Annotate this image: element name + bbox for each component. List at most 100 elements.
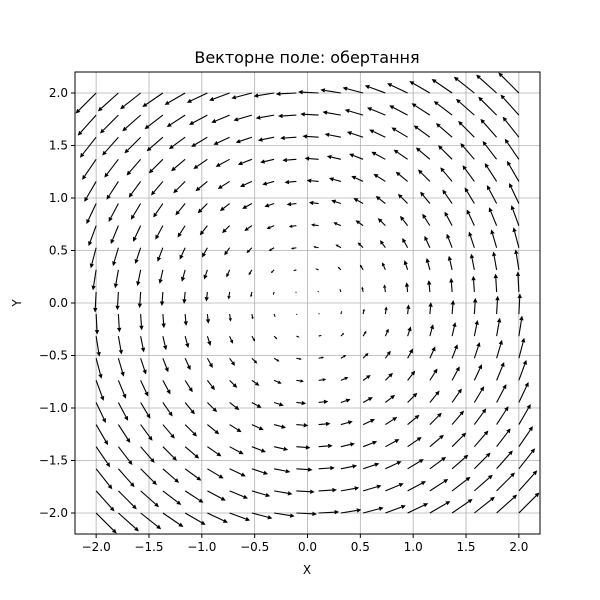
y-tick-label: −1.0 xyxy=(39,401,68,415)
x-tick-label: 0.5 xyxy=(351,540,370,554)
vector-arrow xyxy=(342,86,364,94)
vector-arrow xyxy=(420,191,431,204)
vector-arrow xyxy=(318,465,335,471)
vector-arrow xyxy=(229,512,251,522)
vector-arrow xyxy=(317,290,320,293)
vector-arrow xyxy=(498,72,520,94)
vector-arrow xyxy=(162,446,177,461)
vector-arrow xyxy=(140,380,149,397)
vector-arrow xyxy=(290,247,297,250)
vector-arrow xyxy=(296,379,304,383)
vector-arrow xyxy=(424,235,431,248)
vector-arrow xyxy=(126,158,142,176)
x-tick-label: 2.0 xyxy=(509,540,528,554)
vector-arrow xyxy=(162,402,173,417)
vector-arrow xyxy=(451,322,457,337)
vector-arrow xyxy=(344,108,364,116)
vector-arrow xyxy=(438,145,453,160)
vector-arrow xyxy=(462,165,475,182)
vector-arrow xyxy=(364,84,386,94)
vector-arrow xyxy=(385,504,406,514)
vector-arrow xyxy=(94,314,100,335)
vector-arrow xyxy=(404,282,410,293)
vector-arrow xyxy=(451,498,473,514)
vector-arrow xyxy=(496,317,502,337)
vector-arrow xyxy=(362,397,373,403)
vector-arrow xyxy=(318,443,333,449)
vector-arrow xyxy=(251,424,264,431)
vector-arrow xyxy=(108,203,119,222)
vector-arrow xyxy=(251,313,254,320)
vector-arrow xyxy=(385,439,400,448)
vector-arrow xyxy=(369,129,386,138)
vector-arrow xyxy=(184,402,195,415)
vector-arrow xyxy=(495,295,500,315)
vector-arrow xyxy=(340,420,353,426)
vector-arrow xyxy=(384,306,388,315)
vector-arrow xyxy=(518,315,524,337)
vector-arrow xyxy=(415,147,431,160)
vector-arrow xyxy=(257,136,275,142)
vector-arrow xyxy=(184,446,200,459)
vector-arrow xyxy=(473,319,479,337)
y-tick-label: −2.0 xyxy=(39,506,68,520)
vector-arrow xyxy=(229,402,240,411)
vector-arrow xyxy=(184,512,206,525)
vector-arrow xyxy=(451,454,469,470)
vector-arrow xyxy=(331,199,342,205)
vector-arrow xyxy=(362,462,380,470)
vector-arrow xyxy=(407,348,414,359)
vector-arrow xyxy=(340,310,343,315)
vector-arrow xyxy=(417,169,431,182)
vector-arrow xyxy=(266,225,275,230)
y-tick-label: 1.0 xyxy=(49,191,68,205)
vector-arrow xyxy=(244,225,253,232)
vector-arrow xyxy=(155,225,164,240)
vector-arrow xyxy=(140,336,146,353)
vector-arrow xyxy=(496,362,505,381)
vector-arrow xyxy=(118,512,139,532)
vector-arrow xyxy=(284,179,297,185)
vector-arrow xyxy=(229,490,248,499)
vector-arrow xyxy=(425,257,431,270)
vector-arrow xyxy=(93,291,98,313)
y-axis-ticks: −2.0 −1.5 −1.0 −0.5 0.0 0.5 1.0 1.5 2.0 xyxy=(39,86,75,520)
y-tick-label: −0.5 xyxy=(39,349,68,363)
vector-arrow xyxy=(229,335,234,344)
vector-arrow xyxy=(274,490,293,496)
vector-arrow xyxy=(444,211,453,226)
vector-arrow xyxy=(440,167,453,182)
vector-arrow xyxy=(362,352,369,359)
vector-arrow xyxy=(171,158,186,172)
vector-arrow xyxy=(273,401,284,407)
vector-arrow xyxy=(379,240,386,249)
vector-arrow xyxy=(484,163,498,182)
y-tick-label: −1.5 xyxy=(39,454,68,468)
vector-arrow xyxy=(203,269,208,280)
vector-arrow xyxy=(318,378,327,382)
vector-arrow xyxy=(120,92,141,110)
vector-arrow xyxy=(95,336,101,357)
vector-arrow xyxy=(226,269,231,278)
vector-arrow xyxy=(318,312,320,315)
vector-arrow xyxy=(280,135,297,141)
vector-arrow xyxy=(496,472,515,492)
vector-arrow xyxy=(403,260,409,271)
vector-arrow xyxy=(240,180,253,187)
vector-arrow xyxy=(115,291,120,311)
vector-arrow xyxy=(518,470,538,492)
vector-arrow xyxy=(433,101,453,116)
vector-arrow xyxy=(395,171,408,182)
vector-arrow xyxy=(124,136,142,154)
vector-arrow xyxy=(304,156,319,161)
vector-arrow xyxy=(184,490,204,503)
vector-arrow xyxy=(117,490,137,510)
vector-arrow xyxy=(518,381,529,403)
vector-arrow xyxy=(340,508,362,514)
vector-arrow xyxy=(140,358,147,375)
vector-arrow xyxy=(251,446,266,453)
vector-arrow xyxy=(177,225,186,238)
vector-arrow xyxy=(95,424,109,446)
vector-arrow xyxy=(272,291,275,296)
